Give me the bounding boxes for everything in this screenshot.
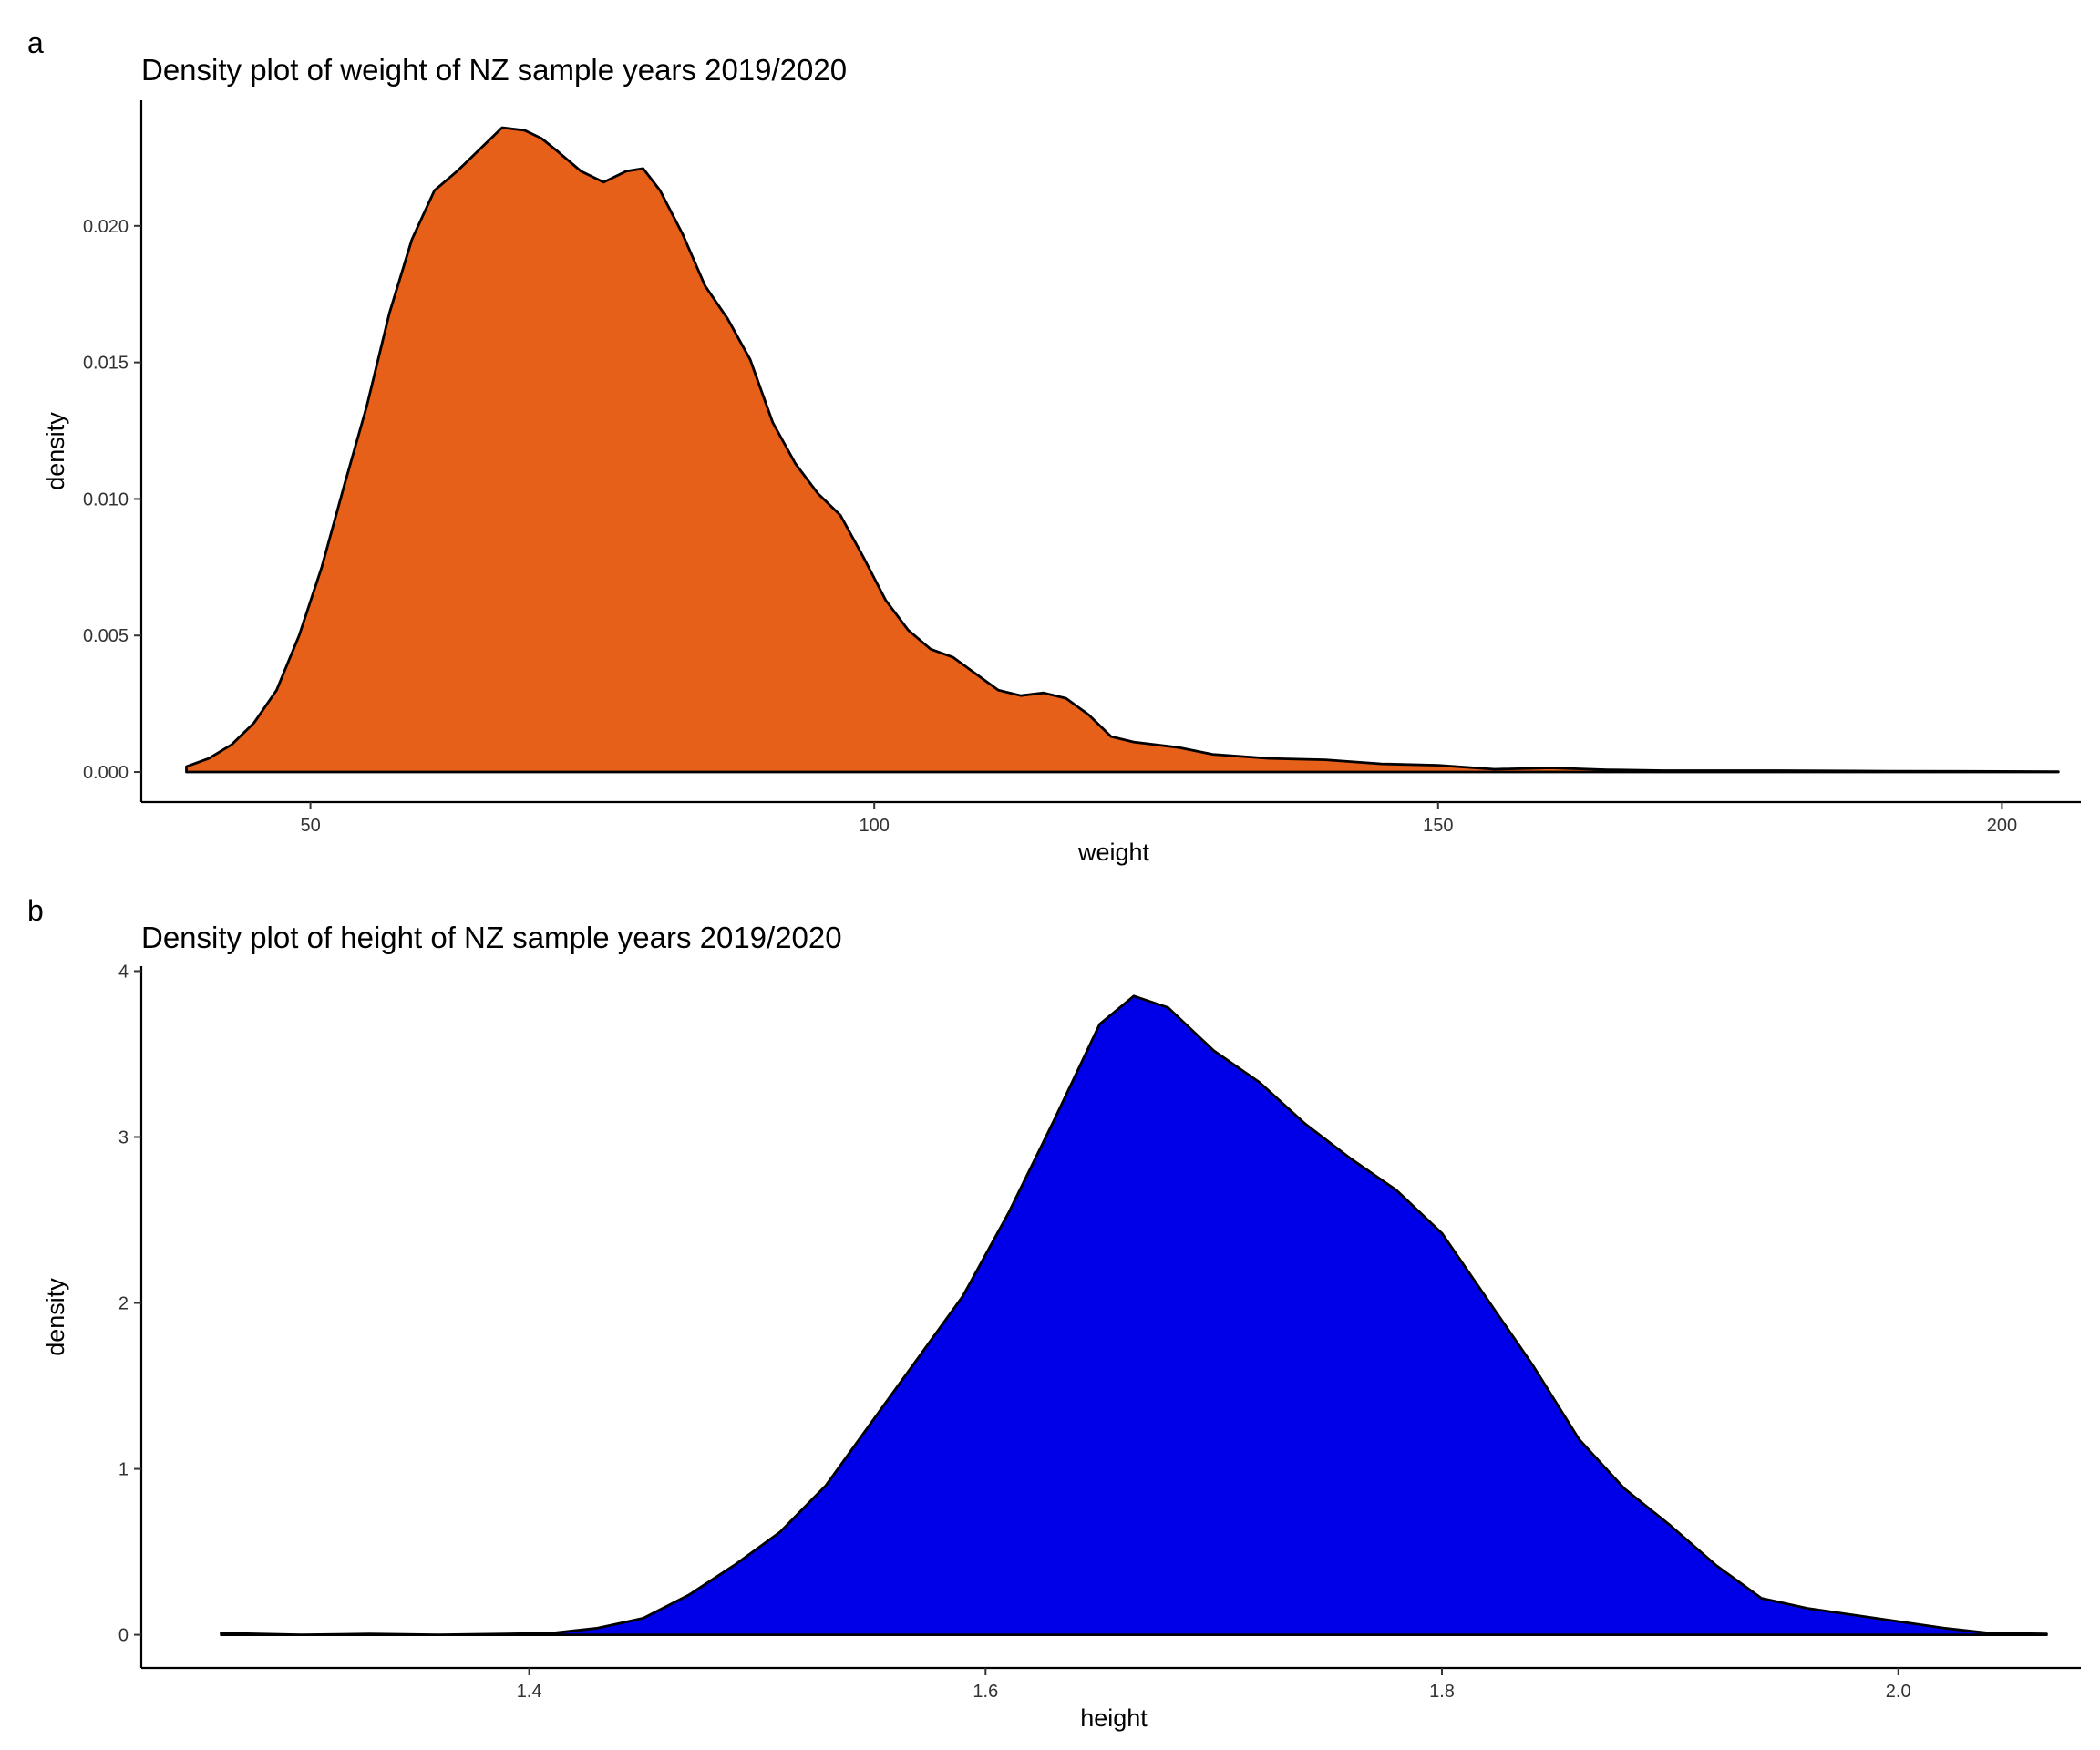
height-chart-title: Density plot of height of NZ sample year… [141, 921, 842, 954]
y-tick-label: 2 [118, 1294, 129, 1314]
x-tick-label: 50 [300, 816, 320, 836]
y-tick-label: 0.015 [83, 354, 129, 374]
x-tick-label: 150 [1423, 816, 1453, 836]
x-tick-label: 1.6 [973, 1682, 998, 1702]
panel-a: a Density plot of weight of NZ sample ye… [27, 26, 2081, 866]
x-tick-label: 1.8 [1429, 1682, 1455, 1702]
y-tick-label: 4 [118, 962, 129, 982]
y-tick-label: 3 [118, 1127, 129, 1148]
y-tick-label: 0.005 [83, 626, 129, 646]
height-density-plot: 1.4 1.6 1.8 2.0 0 1 2 3 4 [118, 962, 2081, 1702]
y-tick-label: 1 [118, 1460, 129, 1480]
y-tick-label: 0.010 [83, 489, 129, 510]
weight-chart-title: Density plot of weight of NZ sample year… [141, 53, 847, 87]
y-tick-label: 0.000 [83, 763, 129, 783]
weight-y-axis-title: density [42, 412, 69, 490]
y-tick-label: 0 [118, 1626, 129, 1646]
density-area [220, 994, 2048, 1636]
height-x-axis-title: height [1080, 1704, 1148, 1732]
x-tick-label: 2.0 [1886, 1682, 1911, 1702]
weight-density-plot: 50 100 150 200 0.000 0.005 0.010 0.015 0.020 [83, 100, 2081, 836]
panel-tag-b: b [27, 894, 44, 927]
y-tick-label: 0.020 [83, 217, 129, 237]
x-tick-label: 100 [859, 816, 889, 836]
panel-b: b Density plot of height of NZ sample ye… [27, 894, 2081, 1732]
height-y-axis-title: density [42, 1278, 69, 1356]
weight-x-axis-title: weight [1077, 839, 1150, 866]
x-tick-label: 1.4 [517, 1682, 542, 1702]
density-area [185, 126, 2060, 774]
x-tick-label: 200 [1987, 816, 2017, 836]
panel-tag-a: a [27, 26, 44, 59]
